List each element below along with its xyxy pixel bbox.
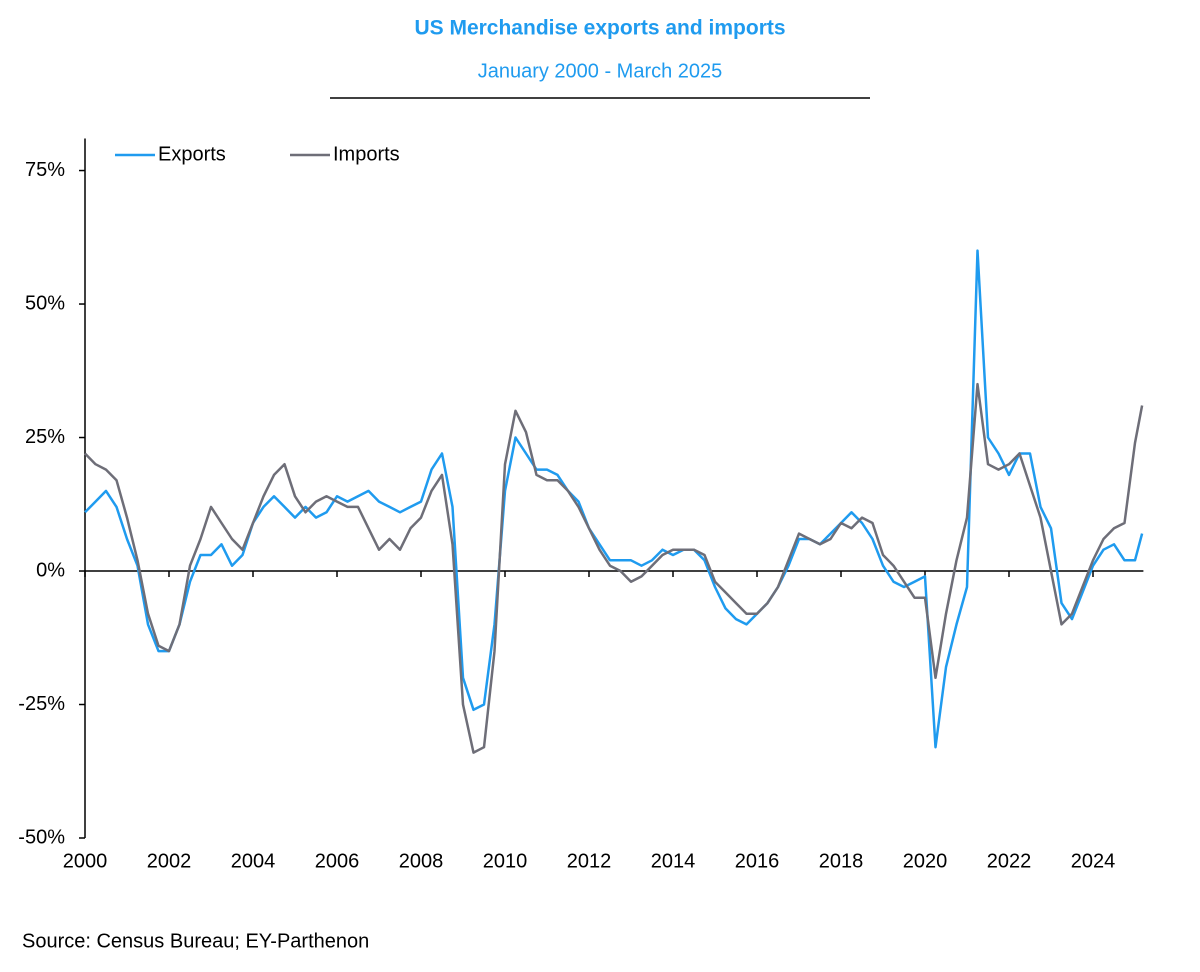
y-tick-label: 75% [25,159,65,181]
y-tick-label: 50% [25,292,65,314]
y-tick-label: 25% [25,426,65,448]
legend-label: Exports [158,143,226,165]
x-tick-label: 2008 [399,850,444,872]
x-tick-label: 2020 [903,850,948,872]
x-tick-label: 2004 [231,850,276,872]
x-tick-label: 2024 [1071,850,1116,872]
x-tick-label: 2002 [147,850,192,872]
chart-title: US Merchandise exports and imports [414,17,785,40]
y-tick-label: -50% [18,826,65,848]
y-tick-label: 0% [36,559,65,581]
series-line [84,382,1144,754]
x-tick-label: 2014 [651,850,696,872]
legend-label: Imports [333,143,400,165]
x-tick-label: 2000 [63,850,108,872]
x-tick-label: 2018 [819,850,864,872]
source-note: Source: Census Bureau; EY-Parthenon [22,930,369,952]
x-tick-label: 2012 [567,850,612,872]
x-tick-label: 2022 [987,850,1032,872]
x-tick-label: 2006 [315,850,360,872]
x-tick-label: 2016 [735,850,780,872]
y-tick-label: -25% [18,693,65,715]
x-tick-label: 2010 [483,850,528,872]
series-line [84,249,1144,749]
chart-subtitle: January 2000 - March 2025 [478,60,723,82]
